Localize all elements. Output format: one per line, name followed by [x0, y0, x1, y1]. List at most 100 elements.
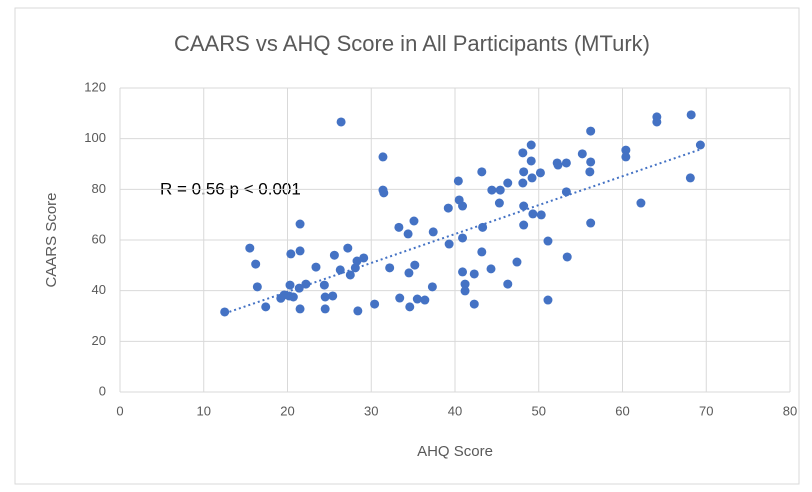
y-tick-label: 100 [84, 130, 106, 145]
point [319, 280, 329, 290]
point [394, 222, 404, 232]
x-tick-label: 10 [197, 403, 211, 418]
point [458, 267, 468, 277]
point [352, 256, 362, 266]
point [379, 188, 389, 198]
point [350, 263, 360, 273]
point [335, 265, 345, 275]
point [427, 282, 437, 292]
point [577, 149, 587, 159]
point [621, 152, 631, 162]
point [518, 148, 528, 158]
point [512, 257, 522, 267]
y-tick-label: 40 [92, 282, 106, 297]
point [460, 286, 470, 296]
point [370, 299, 380, 309]
point [487, 185, 497, 195]
point [586, 126, 596, 136]
x-tick-label: 20 [280, 403, 294, 418]
point [353, 306, 363, 316]
point [410, 260, 420, 270]
point [285, 280, 295, 290]
point [378, 152, 388, 162]
point [458, 201, 468, 211]
trendline [224, 147, 703, 315]
point [343, 243, 353, 253]
y-tick-label: 60 [92, 231, 106, 246]
point [460, 279, 470, 289]
point [469, 269, 479, 279]
x-tick-label: 50 [532, 403, 546, 418]
point [443, 203, 453, 213]
point [405, 302, 415, 312]
point [477, 247, 487, 257]
point [503, 279, 513, 289]
point [261, 302, 271, 312]
point [519, 167, 529, 177]
point [295, 219, 305, 229]
chart-title: CAARS vs AHQ Score in All Participants (… [174, 31, 650, 56]
point [685, 173, 695, 183]
point [286, 249, 296, 259]
point [320, 304, 330, 314]
point [320, 292, 330, 302]
point [469, 299, 479, 309]
point [329, 250, 339, 260]
point [478, 222, 488, 232]
point [503, 178, 513, 188]
point [535, 168, 545, 178]
point [395, 293, 405, 303]
point [486, 264, 496, 274]
point [585, 167, 595, 177]
point [553, 160, 563, 170]
point [311, 262, 321, 272]
point [301, 279, 311, 289]
point [404, 268, 414, 278]
point [328, 291, 338, 301]
point [444, 239, 454, 249]
point [526, 140, 536, 150]
point [652, 117, 662, 127]
point [526, 156, 536, 166]
point [428, 227, 438, 237]
point [543, 236, 553, 246]
point [561, 158, 571, 168]
x-axis-label: AHQ Score [417, 443, 493, 460]
point [252, 282, 262, 292]
point [536, 210, 546, 220]
point [586, 157, 596, 167]
point [528, 209, 538, 219]
point [412, 294, 422, 304]
chart-frame [14, 7, 800, 485]
point [458, 233, 468, 243]
point [220, 307, 230, 317]
point [420, 295, 430, 305]
x-tick-label: 30 [364, 403, 378, 418]
point [477, 167, 487, 177]
point [251, 259, 261, 269]
y-tick-label: 0 [99, 383, 106, 398]
point [359, 253, 369, 263]
point [518, 178, 528, 188]
point [562, 252, 572, 262]
x-tick-label: 0 [116, 403, 123, 418]
point [288, 292, 298, 302]
x-tick-label: 60 [615, 403, 629, 418]
point [345, 270, 355, 280]
y-tick-label: 80 [92, 181, 106, 196]
point [336, 117, 346, 127]
x-tick-label: 40 [448, 403, 462, 418]
point [385, 263, 395, 273]
point [527, 173, 537, 183]
point [295, 246, 305, 256]
point [695, 140, 705, 150]
point [519, 220, 529, 230]
point [561, 187, 571, 197]
point [519, 201, 529, 211]
point [453, 176, 463, 186]
x-tick-label: 70 [699, 403, 713, 418]
point [586, 218, 596, 228]
point [543, 295, 553, 305]
x-tick-label: 80 [783, 403, 797, 418]
